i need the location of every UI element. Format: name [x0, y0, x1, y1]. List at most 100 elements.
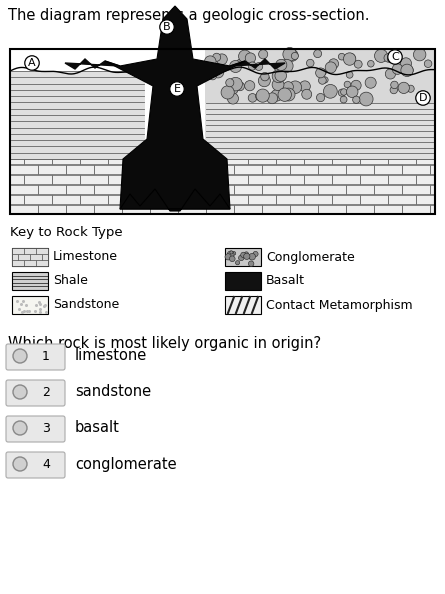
Bar: [205, 49, 435, 103]
Circle shape: [375, 49, 388, 62]
Text: basalt: basalt: [75, 421, 120, 435]
Bar: [108, 175, 135, 184]
Circle shape: [347, 86, 358, 97]
Circle shape: [235, 261, 240, 265]
Circle shape: [392, 64, 403, 74]
Bar: [388, 175, 416, 184]
Circle shape: [354, 60, 362, 68]
Bar: [304, 175, 332, 184]
Circle shape: [398, 82, 409, 93]
Circle shape: [232, 251, 236, 255]
Bar: [108, 194, 135, 204]
Bar: [150, 165, 178, 174]
Bar: [164, 175, 191, 184]
Bar: [206, 185, 234, 194]
Circle shape: [248, 94, 257, 102]
Bar: [136, 175, 163, 184]
Text: 1: 1: [42, 349, 50, 362]
Bar: [430, 185, 435, 194]
Text: sandstone: sandstone: [75, 384, 151, 400]
Circle shape: [13, 349, 27, 363]
Circle shape: [407, 85, 414, 92]
Bar: [66, 185, 93, 194]
Bar: [234, 185, 262, 194]
Text: 2: 2: [42, 386, 50, 399]
Bar: [206, 165, 234, 174]
Bar: [24, 260, 36, 266]
Bar: [276, 194, 303, 204]
Bar: [225, 296, 261, 314]
Bar: [374, 204, 401, 214]
Circle shape: [256, 89, 269, 102]
Bar: [38, 165, 65, 174]
Circle shape: [244, 253, 250, 260]
Circle shape: [221, 86, 234, 99]
Bar: [360, 194, 388, 204]
Circle shape: [316, 93, 325, 102]
Bar: [10, 49, 435, 214]
Bar: [262, 185, 290, 194]
Circle shape: [391, 81, 398, 89]
Bar: [52, 194, 80, 204]
Bar: [30, 254, 42, 260]
Bar: [248, 159, 275, 164]
Bar: [318, 185, 345, 194]
Text: E: E: [174, 84, 181, 94]
Circle shape: [344, 81, 351, 88]
Bar: [66, 165, 93, 174]
Circle shape: [344, 53, 356, 65]
Bar: [178, 204, 206, 214]
Circle shape: [365, 77, 376, 89]
Text: Limestone: Limestone: [53, 251, 118, 264]
Bar: [276, 159, 303, 164]
Text: Shale: Shale: [53, 274, 88, 287]
Bar: [318, 165, 345, 174]
Bar: [12, 272, 48, 290]
Circle shape: [384, 53, 392, 62]
Circle shape: [245, 53, 255, 63]
Circle shape: [322, 77, 328, 83]
Circle shape: [255, 92, 264, 100]
Bar: [10, 175, 24, 184]
Circle shape: [271, 90, 283, 101]
Circle shape: [340, 89, 347, 95]
Circle shape: [230, 61, 242, 72]
Bar: [332, 175, 360, 184]
Bar: [318, 204, 345, 214]
Bar: [304, 194, 332, 204]
Circle shape: [338, 89, 345, 96]
Circle shape: [229, 84, 238, 94]
Bar: [192, 159, 219, 164]
Circle shape: [230, 256, 235, 261]
Bar: [262, 204, 290, 214]
Bar: [164, 194, 191, 204]
Circle shape: [346, 53, 356, 63]
Bar: [234, 204, 262, 214]
Bar: [12, 296, 48, 314]
Circle shape: [388, 56, 394, 62]
Circle shape: [227, 251, 234, 258]
FancyBboxPatch shape: [6, 416, 65, 442]
Bar: [36, 260, 48, 266]
Bar: [150, 185, 178, 194]
Text: B: B: [163, 22, 171, 32]
Text: Which rock is most likely organic in origin?: Which rock is most likely organic in ori…: [8, 336, 321, 351]
Circle shape: [338, 53, 345, 60]
Bar: [36, 248, 48, 254]
Circle shape: [328, 59, 339, 69]
Circle shape: [272, 69, 285, 83]
Circle shape: [239, 255, 244, 261]
Bar: [178, 165, 206, 174]
Bar: [225, 272, 261, 290]
FancyBboxPatch shape: [6, 344, 65, 370]
Circle shape: [249, 254, 255, 260]
Bar: [416, 194, 435, 204]
Bar: [10, 49, 435, 214]
Circle shape: [212, 67, 224, 78]
Bar: [430, 165, 435, 174]
Bar: [220, 194, 247, 204]
Circle shape: [283, 48, 296, 61]
Circle shape: [235, 82, 244, 91]
Circle shape: [241, 252, 246, 258]
Circle shape: [259, 50, 268, 59]
